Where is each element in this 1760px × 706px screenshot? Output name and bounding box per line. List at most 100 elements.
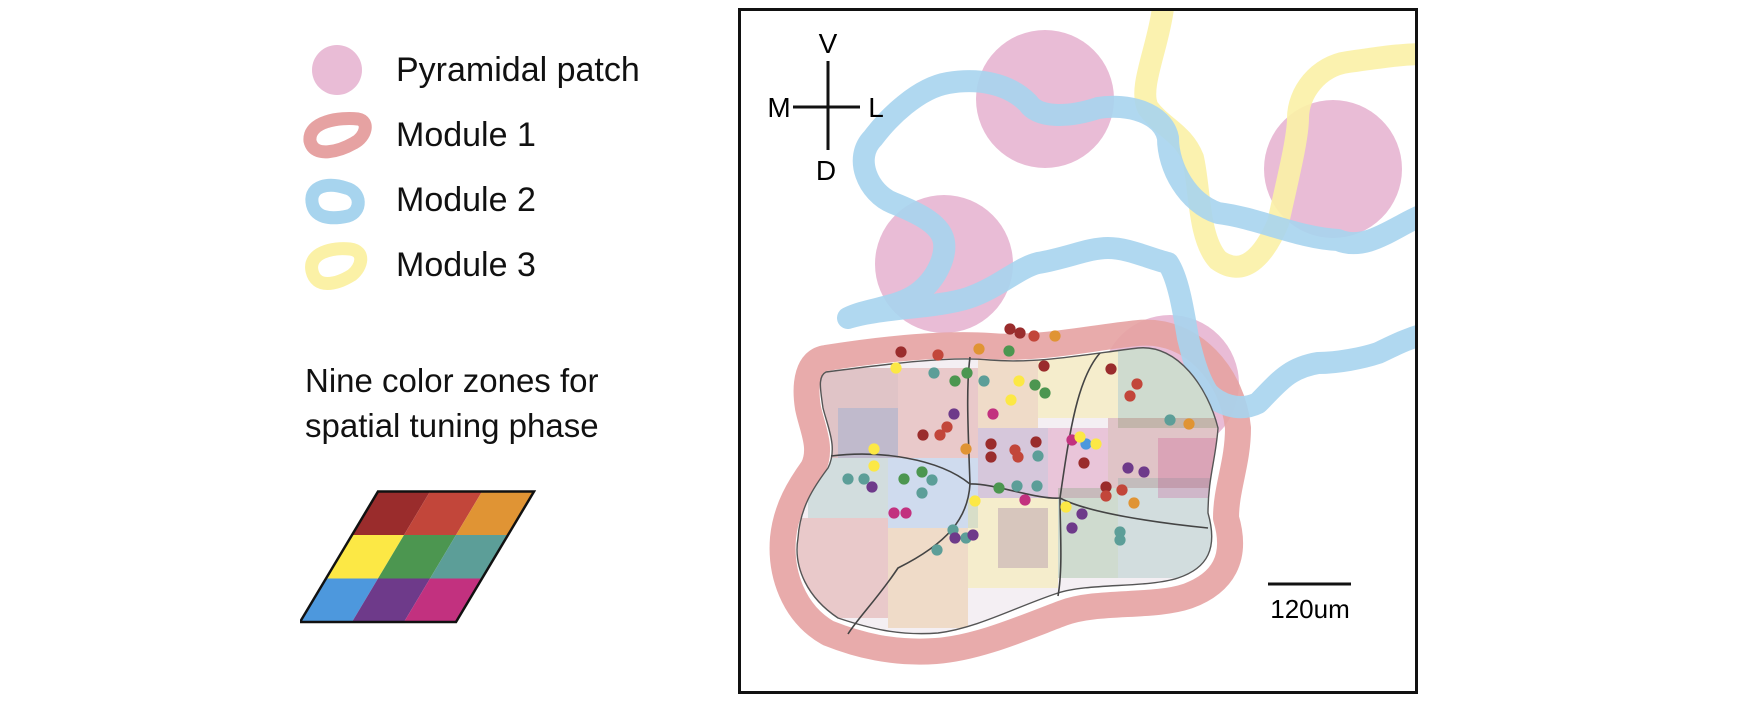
phase-zone-patch: [1108, 418, 1218, 488]
cell-dot: [1122, 462, 1134, 474]
phase-zone-patch: [888, 528, 968, 628]
cell-dot: [926, 474, 938, 486]
cell-dot: [931, 544, 943, 556]
cell-dot: [973, 343, 985, 355]
field-of-view-frame: [738, 8, 1418, 694]
cell-dot: [985, 451, 997, 463]
cell-dot: [888, 507, 900, 519]
cell-dot: [1060, 501, 1072, 513]
phase-zone-patch: [888, 458, 978, 528]
cell-dot: [1038, 360, 1050, 372]
cell-dot: [987, 408, 999, 420]
legend-label-module-1: Module 1: [396, 115, 536, 154]
module-1-outline: [769, 319, 1251, 665]
cell-dot: [967, 529, 979, 541]
cell-dot: [866, 481, 878, 493]
cell-dot: [960, 443, 972, 455]
cell-dot: [1114, 526, 1126, 538]
cell-dot: [949, 375, 961, 387]
cell-dot: [858, 473, 870, 485]
cell-dot: [1066, 522, 1078, 534]
cell-dot: [1124, 390, 1136, 402]
cell-dot: [1014, 327, 1026, 339]
cell-dot: [868, 460, 880, 472]
region-grid-lines: [830, 352, 1209, 635]
cell-dot: [1012, 451, 1024, 463]
legend-item-module-1: Module 1: [300, 107, 536, 163]
legend-item-module-3: Module 3: [300, 237, 536, 293]
cell-dot: [916, 487, 928, 499]
cell-dot: [1076, 508, 1088, 520]
cell-dot: [1090, 438, 1102, 450]
cell-dot: [868, 443, 880, 455]
legend-label-module-3: Module 3: [396, 245, 536, 284]
pyramidal-patch: [976, 30, 1114, 168]
module-1-ring-icon: [300, 107, 374, 163]
cell-dot: [900, 507, 912, 519]
cell-dot: [948, 408, 960, 420]
cell-dot: [895, 346, 907, 358]
color-zones-title: Nine color zones for spatial tuning phas…: [305, 358, 599, 448]
cell-dot: [1039, 387, 1051, 399]
legend-item-module-2: Module 2: [300, 172, 536, 228]
orientation-label-right: L: [868, 92, 884, 123]
cell-dot: [1029, 379, 1041, 391]
cell-dot: [917, 429, 929, 441]
cell-dot: [985, 438, 997, 450]
orientation-compass: [793, 61, 860, 150]
phase-zone-patch: [1038, 348, 1118, 418]
cell-dot: [1116, 484, 1128, 496]
cell-dot: [978, 375, 990, 387]
cell-dot: [898, 473, 910, 485]
cell-dot: [928, 367, 940, 379]
phase-zone-patch: [968, 498, 1058, 588]
cell-dot: [932, 349, 944, 361]
orientation-label-left: M: [767, 92, 790, 123]
cell-dot: [1030, 436, 1042, 448]
phase-zone-patches: [798, 348, 1218, 628]
cell-dot: [842, 473, 854, 485]
cell-dot: [1100, 481, 1112, 493]
cell-dot: [961, 367, 973, 379]
cell-dot: [1031, 480, 1043, 492]
cell-dot: [1003, 345, 1015, 357]
cell-dot: [1074, 431, 1086, 443]
orientation-label-down: D: [816, 155, 836, 186]
phase-color-palette: [300, 490, 537, 624]
cell-dot: [1013, 375, 1025, 387]
phase-zone-patch: [978, 358, 1038, 428]
cell-dot: [1028, 330, 1040, 342]
cell-dot: [1011, 480, 1023, 492]
imaging-field-diagram: V D M L 120um: [738, 8, 1418, 694]
cell-dot: [1131, 378, 1143, 390]
module-3-ring-icon: [300, 237, 374, 293]
phase-zone-patch: [838, 408, 898, 458]
legend-label-module-2: Module 2: [396, 180, 536, 219]
module-2-path: [837, 70, 1418, 419]
cell-dot: [969, 495, 981, 507]
legend-label-pyramidal-patch: Pyramidal patch: [396, 50, 640, 89]
legend-item-pyramidal-patch: Pyramidal patch: [300, 42, 640, 98]
palette-outline: [300, 490, 537, 624]
cell-dot: [941, 421, 953, 433]
cell-dot: [1114, 534, 1126, 546]
cell-dot: [949, 532, 961, 544]
cell-dot: [1138, 466, 1150, 478]
color-zones-title-line-1: Nine color zones for: [305, 362, 599, 399]
field-of-view-content: V D M L 120um: [767, 8, 1418, 665]
scale-bar-label: 120um: [1270, 594, 1350, 624]
cell-dot: [1004, 323, 1016, 335]
phase-zone-patch: [1158, 438, 1218, 498]
phase-zone-patch: [898, 368, 978, 458]
cell-dot: [1183, 418, 1195, 430]
cell-dot: [916, 466, 928, 478]
cell-dot: [1164, 414, 1176, 426]
orientation-label-up: V: [819, 28, 838, 59]
cell-dots: [842, 323, 1195, 556]
cell-dot: [1019, 494, 1031, 506]
cell-dot: [934, 429, 946, 441]
cell-dot: [1128, 497, 1140, 509]
cell-dot: [1032, 450, 1044, 462]
phase-zone-patch: [998, 508, 1048, 568]
cell-dot: [890, 362, 902, 374]
